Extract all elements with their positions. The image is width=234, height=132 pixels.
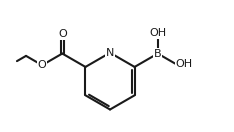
- Text: OH: OH: [176, 59, 193, 69]
- Text: O: O: [38, 60, 47, 70]
- Text: OH: OH: [149, 28, 166, 38]
- Text: B: B: [154, 49, 162, 59]
- Text: N: N: [106, 48, 114, 58]
- Text: O: O: [58, 29, 67, 39]
